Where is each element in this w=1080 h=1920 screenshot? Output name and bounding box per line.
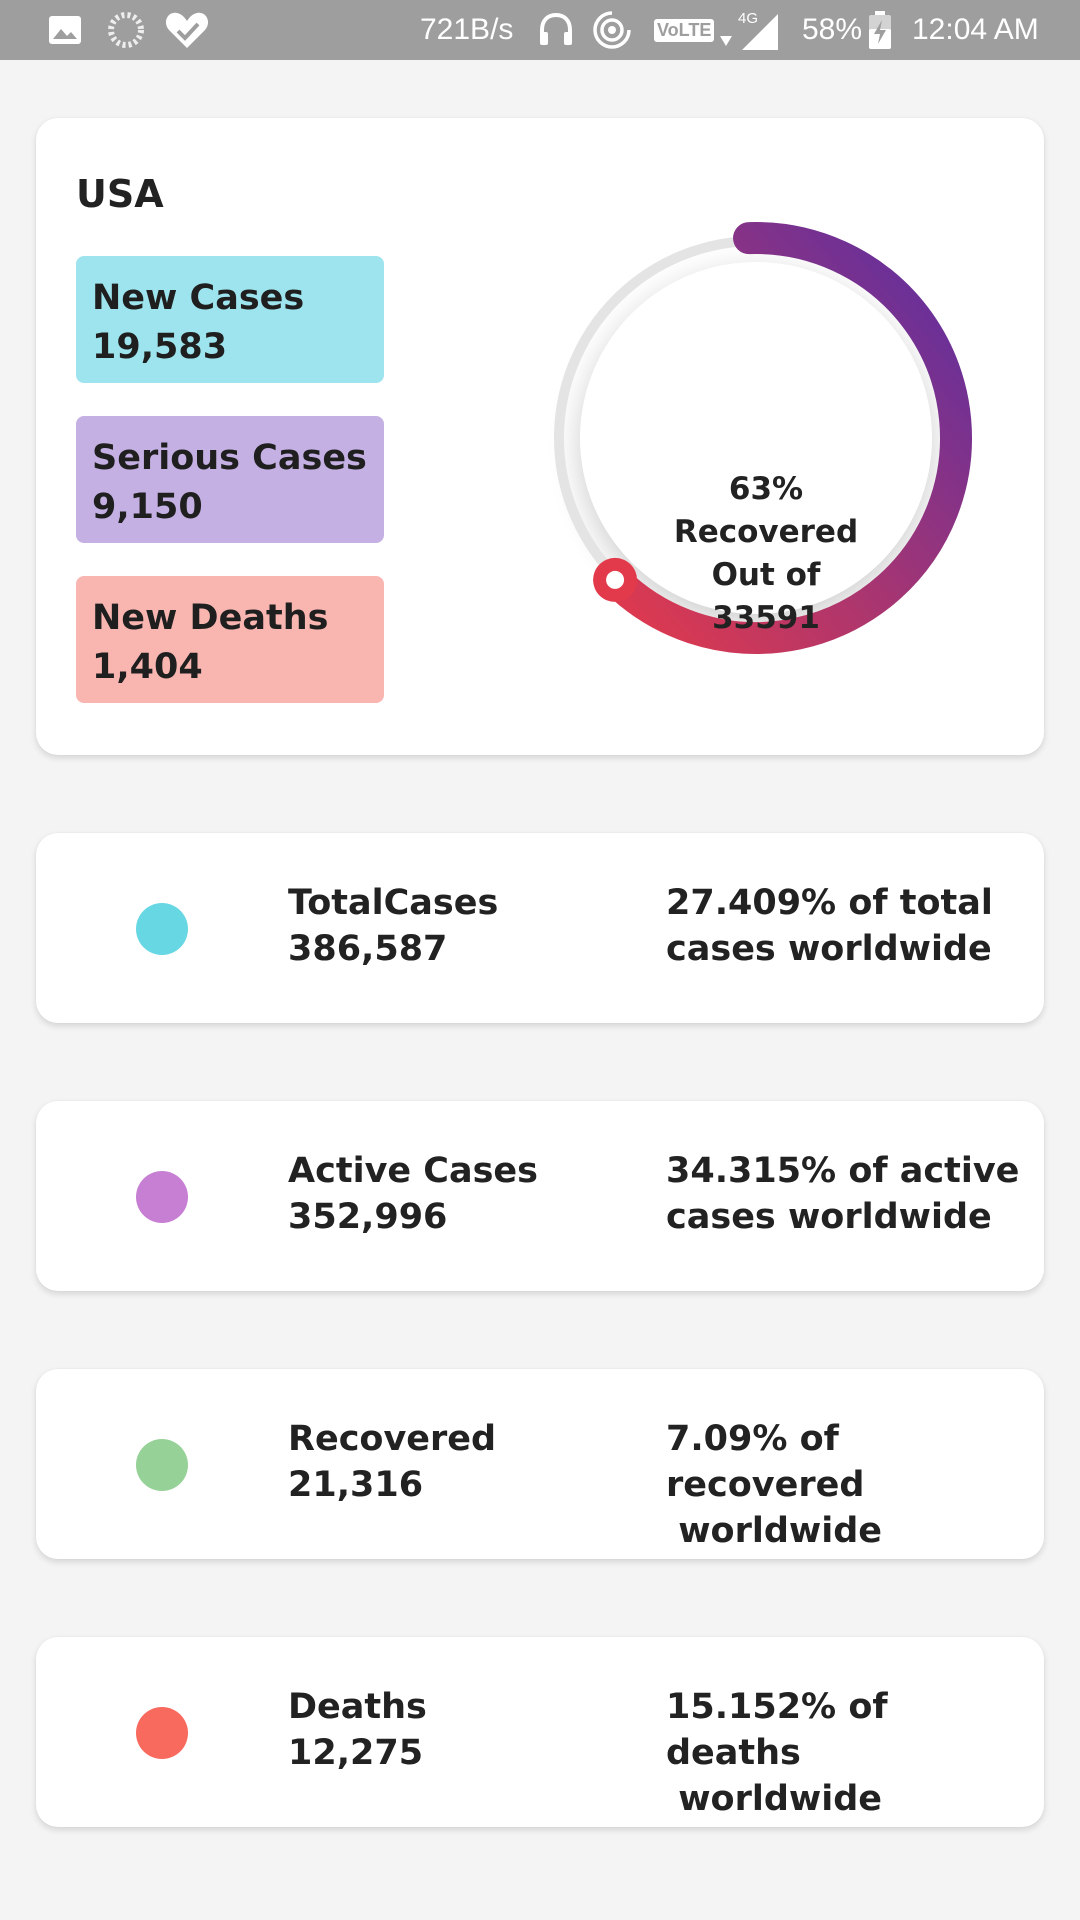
deaths-dot	[136, 1707, 188, 1759]
serious-cases-value: 9,150	[92, 487, 203, 527]
recovery-progress-ring: 63% Recovered Out of 33591	[526, 208, 986, 668]
deaths-label: Deaths	[288, 1687, 427, 1727]
summary-card-total-cases: TotalCases 386,587 27.409% of total case…	[36, 833, 1044, 1023]
recovered-dot	[136, 1439, 188, 1491]
serious-cases-box: Serious Cases 9,150	[76, 416, 384, 543]
hotspot-icon	[592, 0, 632, 60]
summary-card-deaths: Deaths 12,275 15.152% of deaths worldwid…	[36, 1637, 1044, 1827]
new-cases-label: New Cases	[92, 278, 305, 318]
battery-charging-icon	[868, 0, 892, 60]
headphones-icon	[538, 0, 574, 60]
recovered-info: Recovered 21,316	[288, 1416, 496, 1508]
ring-center-disc	[580, 262, 932, 614]
new-cases-value: 19,583	[92, 327, 228, 367]
summary-card-recovered: Recovered 21,316 7.09% of recovered worl…	[36, 1369, 1044, 1559]
deaths-info: Deaths 12,275	[288, 1684, 427, 1776]
new-deaths-label: New Deaths	[92, 598, 329, 638]
active-cases-info: Active Cases 352,996	[288, 1148, 538, 1240]
recovered-label: Recovered	[288, 1419, 497, 1459]
signal-icon: 4G	[718, 0, 782, 60]
volte-icon: VoLTE	[654, 0, 715, 60]
clock: 12:04 AM	[912, 13, 1039, 46]
recovery-total: 33591	[712, 600, 820, 636]
image-icon	[48, 0, 82, 60]
new-cases-box: New Cases 19,583	[76, 256, 384, 383]
country-name: USA	[76, 172, 164, 216]
active-cases-value: 352,996	[288, 1197, 448, 1237]
battery-percent: 58%	[802, 13, 863, 46]
recovery-out-of-label: Out of	[711, 557, 821, 593]
total-cases-dot	[136, 903, 188, 955]
deaths-value: 12,275	[288, 1733, 424, 1773]
total-cases-label: TotalCases	[288, 883, 499, 923]
total-cases-info: TotalCases 386,587	[288, 880, 498, 972]
recovered-value: 21,316	[288, 1465, 424, 1505]
active-cases-percent: 34.315% of active cases worldwide	[666, 1151, 1020, 1237]
total-cases-percent: 27.409% of total cases worldwide	[666, 883, 993, 969]
deaths-percent: 15.152% of deaths worldwide	[666, 1687, 888, 1819]
active-cases-label: Active Cases	[288, 1151, 539, 1191]
heart-check-icon	[164, 0, 210, 60]
ring-knob-dot	[606, 570, 625, 589]
ring-progress-arc	[599, 222, 972, 654]
network-type: 4G	[738, 10, 759, 27]
summary-card-active-cases: Active Cases 352,996 34.315% of active c…	[36, 1101, 1044, 1291]
loading-icon	[108, 0, 144, 60]
recovery-summary: 63% Recovered Out of 33591	[656, 468, 876, 640]
recovery-percent: 63%	[728, 471, 804, 507]
total-cases-value: 386,587	[288, 929, 448, 969]
new-deaths-value: 1,404	[92, 647, 203, 687]
volte-label: VoLTE	[654, 18, 715, 42]
active-cases-dot	[136, 1171, 188, 1223]
country-stats-card: USA New Cases 19,583 Serious Cases 9,150…	[36, 118, 1044, 755]
status-bar: 721B/s VoLTE 4G 58% 12:04 AM	[0, 0, 1080, 60]
serious-cases-label: Serious Cases	[92, 438, 367, 478]
recovered-percent: 7.09% of recovered worldwide	[666, 1419, 883, 1551]
recovery-label: Recovered	[673, 514, 859, 550]
ring-chart	[554, 222, 972, 654]
new-deaths-box: New Deaths 1,404	[76, 576, 384, 703]
network-speed: 721B/s	[420, 13, 514, 46]
